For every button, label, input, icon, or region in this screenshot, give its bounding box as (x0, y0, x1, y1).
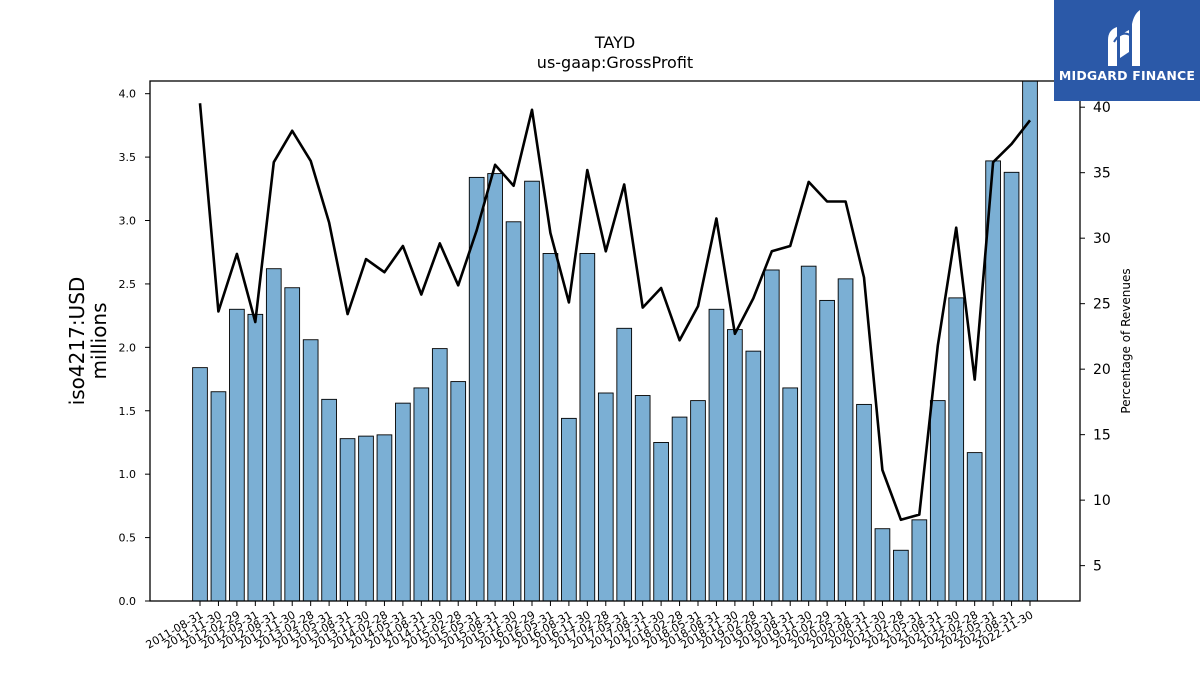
chart-subtitle: us-gaap:GrossProfit (537, 53, 693, 72)
left-tick-label: 1.5 (119, 405, 137, 418)
bar-2021-08-31 (929, 400, 946, 602)
bar-2020-02-29 (819, 299, 835, 602)
left-tick-label: 3.5 (119, 151, 137, 164)
bar-2015-05-31 (468, 176, 485, 602)
bar-2011-08-31 (192, 367, 208, 602)
bar-2013-11-30 (358, 435, 374, 602)
left-tick-label: 2.5 (119, 278, 137, 291)
left-tick-label: 1.0 (119, 468, 137, 481)
right-tick-label: 15 (1093, 428, 1111, 444)
bar-2014-05-31 (395, 402, 411, 602)
bar-2016-11-30 (579, 253, 596, 602)
bar-2013-05-31 (321, 398, 337, 602)
bar-2021-05-31 (911, 519, 928, 602)
bar-2020-05-31 (837, 278, 854, 602)
bar-2022-08-31 (1003, 171, 1020, 602)
bar-2013-02-28 (302, 339, 319, 602)
bar-2015-02-28 (450, 381, 467, 602)
bar-2020-08-31 (856, 403, 872, 602)
bar-2017-02-28 (597, 392, 614, 602)
line-layer (198, 103, 1032, 522)
bar-2018-05-31 (690, 400, 706, 602)
brand-logo: MIDGARD FINANCE (1054, 0, 1200, 101)
bar-2017-11-30 (653, 442, 669, 602)
bar-2017-05-31 (616, 327, 633, 602)
logo-text: MIDGARD FINANCE (1058, 68, 1196, 83)
chart-title: TAYD (594, 33, 635, 52)
bar-2016-02-29 (524, 180, 540, 602)
bar-2021-02-28 (893, 549, 909, 602)
bar-2020-11-30 (874, 528, 891, 602)
bar-2019-05-31 (763, 269, 780, 602)
bar-2021-11-30 (948, 297, 965, 602)
bar-2012-05-31 (247, 313, 264, 602)
bar-2013-08-31 (339, 438, 356, 602)
right-tick-label: 30 (1093, 231, 1111, 247)
y-axis-label-left: iso4217:USDmillions (65, 277, 111, 406)
bar-2014-02-28 (376, 434, 393, 602)
x-axis: 2011-08-312011-11-302012-02-292012-05-31… (144, 601, 1036, 652)
right-tick-label: 10 (1093, 493, 1111, 509)
right-tick-label: 40 (1093, 100, 1111, 116)
bar-2017-08-31 (634, 395, 651, 602)
bar-2022-02-28 (966, 452, 983, 602)
bars-layer (192, 80, 1038, 602)
bar-2015-08-31 (487, 173, 503, 602)
bar-2011-11-30 (210, 391, 227, 602)
y-axis-label-right: Percentage of Revenues (1119, 268, 1133, 413)
left-axis: 0.0 0.5 1.0 1.5 2.0 2.5 3.0 3.5 4.0 (119, 88, 150, 608)
bar-2012-08-31 (265, 268, 282, 602)
percentage-line (198, 103, 1032, 522)
bar-2018-08-31 (708, 308, 725, 602)
left-tick-label: 4.0 (119, 88, 137, 101)
right-tick-label: 20 (1093, 362, 1111, 378)
bar-2018-02-28 (671, 416, 688, 602)
left-tick-label: 2.0 (119, 341, 137, 354)
bar-2022-11-30 (1022, 80, 1038, 602)
bar-2014-11-30 (431, 348, 448, 602)
bar-2016-05-31 (542, 253, 559, 602)
right-axis: 5 10 15 20 25 30 35 40 (1080, 100, 1111, 575)
right-tick-label: 5 (1093, 559, 1102, 575)
bar-2018-11-30 (727, 329, 743, 602)
plot-frame (149, 80, 1081, 602)
right-tick-label: 25 (1093, 297, 1111, 313)
bar-2016-08-31 (561, 417, 577, 602)
left-tick-label: 0.0 (119, 595, 137, 608)
left-tick-label: 0.5 (119, 532, 137, 545)
bar-2012-02-29 (229, 308, 245, 602)
bar-2012-11-30 (284, 287, 301, 602)
left-tick-label: 3.0 (119, 215, 137, 228)
bar-2019-11-30 (800, 265, 817, 602)
bar-2019-02-28 (745, 350, 762, 602)
logo-mark-icon (1108, 10, 1140, 66)
right-tick-label: 35 (1093, 166, 1111, 182)
bar-2014-08-31 (413, 387, 430, 602)
bar-2015-11-30 (505, 221, 522, 602)
bar-2019-08-31 (782, 387, 799, 602)
